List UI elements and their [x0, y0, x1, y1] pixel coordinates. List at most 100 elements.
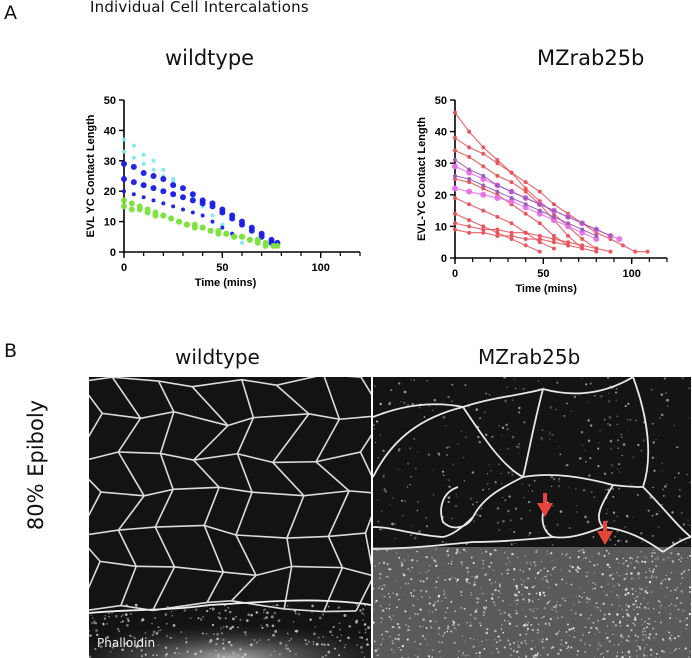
y-tick-label: 10 [435, 221, 447, 233]
data-point [452, 163, 458, 170]
y-tick-label: 40 [104, 125, 116, 137]
data-point [453, 110, 457, 115]
data-point [248, 227, 255, 234]
data-point [220, 222, 225, 227]
data-point [144, 209, 151, 216]
data-point [537, 221, 542, 226]
data-point [140, 169, 147, 176]
data-point [136, 206, 143, 213]
data-point [509, 230, 514, 235]
series-line [454, 159, 611, 237]
data-point [523, 195, 528, 200]
data-point [150, 173, 157, 179]
data-point [481, 183, 486, 188]
data-point [580, 237, 585, 242]
data-point [171, 204, 176, 209]
data-point [467, 230, 472, 235]
data-point [537, 202, 542, 207]
data-point [467, 167, 472, 172]
data-point [523, 211, 528, 216]
data-point [481, 224, 486, 229]
data-point [551, 233, 556, 238]
data-point [523, 186, 528, 191]
data-point [495, 233, 500, 238]
data-point [645, 249, 650, 254]
data-point [509, 233, 514, 238]
data-point [537, 208, 542, 213]
data-point [495, 189, 500, 194]
data-point [160, 176, 167, 183]
data-point [467, 202, 472, 207]
data-point [523, 202, 528, 207]
data-point [537, 240, 542, 245]
data-point [190, 210, 195, 215]
data-point [180, 194, 186, 201]
data-point [215, 227, 222, 234]
y-tick-label: 20 [104, 186, 116, 198]
series-line [454, 197, 555, 250]
data-point [131, 192, 136, 197]
series-10 [453, 158, 613, 238]
data-point [191, 221, 198, 228]
data-point [453, 211, 457, 216]
data-point [209, 203, 216, 210]
data-point [121, 160, 127, 167]
data-point [130, 179, 137, 186]
data-point [551, 246, 556, 251]
data-point [128, 206, 135, 213]
data-point [551, 208, 556, 213]
data-point [160, 212, 167, 219]
data-point [121, 176, 127, 183]
data-point [131, 143, 136, 148]
data-point [141, 195, 146, 200]
data-point [122, 137, 126, 142]
y-tick-label: 30 [104, 156, 116, 168]
data-point [537, 237, 542, 242]
data-point [189, 197, 196, 204]
series-4 [453, 195, 556, 251]
data-point [620, 243, 625, 248]
data-point [481, 145, 486, 150]
data-point [452, 185, 458, 192]
y-tick-label: 50 [435, 95, 447, 107]
wildtype-image-title: wildtype [175, 345, 260, 369]
data-point [170, 191, 177, 198]
x-tick-label: 100 [311, 262, 329, 274]
data-point [160, 188, 167, 195]
data-point [219, 209, 226, 216]
data-point [171, 177, 176, 182]
phalloidin-label: Phalloidin [97, 636, 156, 650]
data-point [466, 169, 473, 176]
data-point [176, 218, 183, 225]
data-point [509, 170, 514, 175]
series-7 [453, 227, 599, 254]
y-tick-label: 30 [435, 158, 447, 170]
series-9 [452, 185, 600, 243]
data-point [161, 167, 166, 172]
series-6 [121, 203, 269, 249]
data-point [633, 249, 638, 254]
data-point [523, 230, 528, 235]
mzrab25b-chart-title: MZrab25b [537, 46, 645, 70]
data-point [199, 200, 206, 207]
data-point [495, 214, 500, 219]
data-point [467, 224, 472, 229]
wildtype-intercalation-chart: 0 10 20 30 40 50 0 50 100 Time (mins) EVL YC Conta… [85, 95, 361, 289]
data-point [523, 243, 528, 248]
y-axis-label: EVL YC Contact Length [85, 114, 97, 237]
x-tick-label: 0 [452, 268, 458, 280]
data-point [594, 246, 599, 251]
data-point [231, 233, 238, 240]
data-point [152, 212, 159, 219]
series-11 [453, 173, 599, 238]
series-6 [453, 221, 613, 254]
data-point [608, 233, 613, 238]
data-point [151, 167, 156, 172]
x-tick-label: 100 [622, 268, 640, 280]
data-point [141, 152, 146, 157]
y-tick-label: 0 [110, 247, 116, 259]
data-point [151, 198, 156, 203]
data-point [495, 161, 500, 166]
mzrab25b-image-title: MZrab25b [478, 345, 581, 369]
data-point [229, 215, 236, 222]
